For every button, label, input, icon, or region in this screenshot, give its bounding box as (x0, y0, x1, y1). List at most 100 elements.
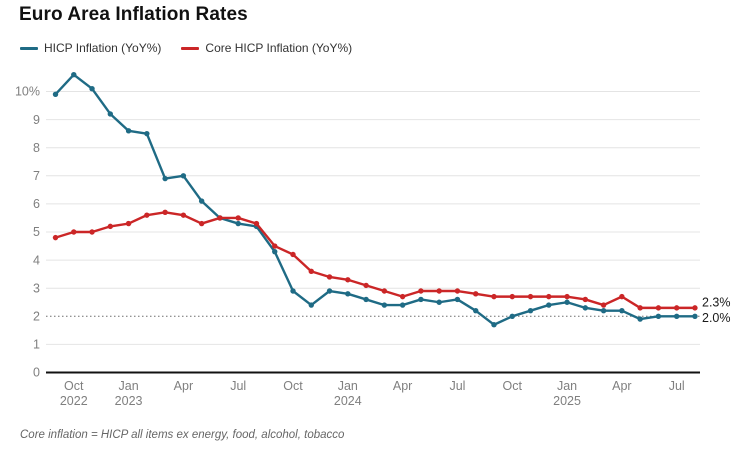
x-axis-year-label: 2023 (115, 394, 143, 408)
x-axis-label: Oct (64, 379, 84, 393)
hicp-point (418, 296, 424, 303)
hicp-point (162, 175, 168, 182)
x-axis-label: Jul (669, 379, 685, 393)
y-axis-label: 10% (15, 85, 40, 99)
hicp-point (582, 305, 589, 311)
hicp-point (673, 313, 680, 319)
hicp-line (54, 73, 697, 326)
core-point (600, 302, 607, 308)
core-point (253, 220, 260, 227)
core-point (308, 268, 314, 275)
core-point (399, 293, 406, 300)
hicp-point (546, 302, 552, 308)
y-axis-label: 3 (33, 281, 40, 295)
core-point (326, 274, 333, 280)
x-axis-label: Apr (393, 379, 412, 393)
core-point (125, 220, 132, 227)
hicp-point (235, 220, 241, 227)
y-axis-label: 7 (33, 169, 40, 183)
legend-label-hicp: HICP Inflation (YoY%) (44, 41, 162, 55)
core-point (363, 282, 369, 289)
core-point (527, 293, 534, 300)
x-axis-year-label: 2022 (60, 394, 88, 408)
hicp-point (655, 313, 662, 319)
core-point (418, 288, 424, 294)
legend: HICP Inflation (YoY%) Core HICP Inflatio… (20, 41, 352, 55)
core-point (144, 212, 150, 218)
hicp-point (473, 307, 479, 314)
hicp-point (692, 313, 698, 319)
legend-item-hicp: HICP Inflation (YoY%) (20, 41, 161, 55)
core-point (436, 288, 442, 294)
hicp-point (308, 302, 314, 308)
core-point (71, 229, 77, 235)
core-point (473, 291, 479, 297)
hicp-point (637, 316, 643, 322)
core-point (381, 288, 388, 294)
core-point (637, 305, 643, 311)
x-axis-label: Oct (503, 379, 523, 393)
y-axis-label: 2 (33, 310, 40, 324)
x-axis-label: Apr (174, 379, 193, 393)
core-point (655, 305, 662, 311)
y-axis-label: 5 (33, 225, 40, 239)
hicp-point (509, 313, 515, 319)
hicp-point (527, 307, 534, 314)
hicp-point (144, 130, 150, 137)
core-point (509, 293, 515, 300)
hicp-point (326, 288, 333, 294)
x-axis-label: Jan (557, 379, 577, 393)
x-axis-label: Jan (338, 379, 358, 393)
core-point (546, 293, 552, 300)
chart-title: Euro Area Inflation Rates (19, 4, 248, 25)
hicp-point (107, 111, 114, 117)
hicp-point (454, 296, 461, 303)
hicp-point (290, 288, 296, 294)
core-point (89, 229, 95, 235)
hicp-point (399, 302, 406, 308)
core-point (272, 243, 278, 249)
hicp-point (600, 307, 607, 314)
hicp-point (272, 248, 278, 255)
core-point (619, 293, 625, 300)
core-point (198, 220, 205, 227)
y-axis-label: 6 (33, 197, 40, 211)
hicp-point (491, 322, 497, 328)
hicp-point (89, 85, 95, 92)
end-label-hicp: 2.0% (702, 311, 731, 325)
core-point (290, 251, 296, 258)
x-axis-year-label: 2025 (553, 394, 581, 408)
hicp-point (381, 302, 388, 308)
core-point (564, 293, 570, 300)
core-point (491, 293, 497, 300)
core-point (692, 305, 698, 311)
x-axis-label: Jul (449, 379, 465, 393)
core-point (52, 234, 59, 241)
legend-item-core: Core HICP Inflation (YoY%) (181, 41, 352, 55)
legend-label-core: Core HICP Inflation (YoY%) (205, 41, 353, 55)
core-point (180, 212, 187, 218)
core-point (235, 215, 241, 221)
footnote: Core inflation = HICP all items ex energ… (20, 429, 345, 441)
core-point (162, 209, 168, 216)
x-axis-label: Jul (230, 379, 246, 393)
y-axis-label: 1 (33, 338, 40, 352)
core-point (673, 305, 680, 311)
x-axis-label: Oct (283, 379, 303, 393)
hicp-point (52, 91, 59, 98)
hicp-point (619, 307, 625, 314)
end-label-core: 2.3% (702, 295, 731, 309)
core-point (107, 223, 114, 230)
x-axis-label: Jan (119, 379, 139, 393)
y-axis-label: 4 (33, 253, 40, 267)
hicp-point (436, 299, 442, 305)
hicp-point (198, 198, 205, 204)
hicp-line-swatch-icon (20, 46, 38, 50)
core-point (582, 296, 589, 303)
core-line (54, 211, 697, 310)
core-line-swatch-icon (181, 46, 200, 50)
y-axis-label: 9 (33, 113, 40, 127)
y-axis-label: 0 (33, 366, 40, 380)
